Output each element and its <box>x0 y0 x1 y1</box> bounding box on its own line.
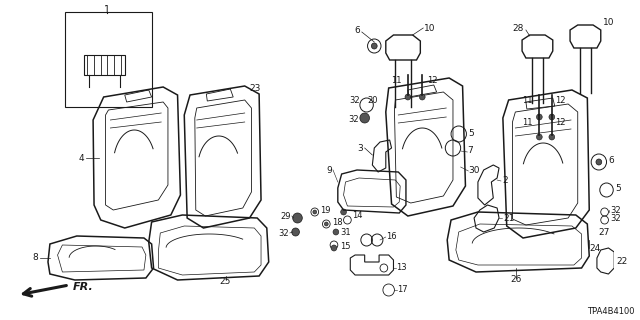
Text: 23: 23 <box>250 84 261 92</box>
Text: 5: 5 <box>615 183 621 193</box>
Text: 13: 13 <box>396 263 407 273</box>
Text: 10: 10 <box>424 23 436 33</box>
Text: 20: 20 <box>367 95 378 105</box>
Circle shape <box>313 210 317 214</box>
Text: 9: 9 <box>326 165 332 174</box>
Text: 29: 29 <box>280 212 291 220</box>
Text: 31: 31 <box>340 228 351 236</box>
Text: 32: 32 <box>611 205 621 214</box>
Circle shape <box>549 134 555 140</box>
Text: 2: 2 <box>502 175 508 185</box>
Text: 22: 22 <box>616 258 627 267</box>
Text: 1: 1 <box>104 5 111 15</box>
Text: 32: 32 <box>349 95 360 105</box>
Text: 5: 5 <box>468 129 474 138</box>
Text: 14: 14 <box>352 211 363 220</box>
Circle shape <box>419 94 425 100</box>
Text: 27: 27 <box>599 228 610 236</box>
Circle shape <box>536 134 542 140</box>
Text: 17: 17 <box>397 285 408 294</box>
Text: 4: 4 <box>79 154 84 163</box>
Text: 26: 26 <box>511 276 522 284</box>
Circle shape <box>333 229 339 235</box>
Text: 11: 11 <box>522 95 532 105</box>
Text: 32: 32 <box>348 115 359 124</box>
Text: 11: 11 <box>390 76 401 84</box>
Text: 12: 12 <box>427 76 438 84</box>
Text: 3: 3 <box>357 143 363 153</box>
Circle shape <box>405 94 411 100</box>
Text: FR.: FR. <box>73 282 93 292</box>
Text: 10: 10 <box>603 18 614 27</box>
Text: 28: 28 <box>513 23 524 33</box>
Circle shape <box>292 228 300 236</box>
Text: 16: 16 <box>386 231 396 241</box>
Circle shape <box>549 114 555 120</box>
Text: 12: 12 <box>555 117 565 126</box>
Text: 6: 6 <box>354 26 360 35</box>
Text: 19: 19 <box>321 205 331 214</box>
Text: 6: 6 <box>609 156 614 164</box>
Circle shape <box>360 113 369 123</box>
Text: 30: 30 <box>468 165 480 174</box>
Circle shape <box>331 245 337 251</box>
Circle shape <box>596 159 602 165</box>
Text: TPA4B4100: TPA4B4100 <box>588 308 635 316</box>
Bar <box>65 12 152 107</box>
Text: 8: 8 <box>33 253 38 262</box>
Circle shape <box>371 43 377 49</box>
Text: 24: 24 <box>589 244 600 252</box>
Text: 12: 12 <box>555 95 565 105</box>
Circle shape <box>324 222 328 226</box>
Text: 25: 25 <box>220 277 231 286</box>
Circle shape <box>340 209 346 215</box>
Circle shape <box>536 114 542 120</box>
Text: 21: 21 <box>503 213 515 222</box>
Text: 7: 7 <box>467 146 473 155</box>
Text: 32: 32 <box>611 213 621 222</box>
Circle shape <box>292 213 302 223</box>
Text: 32: 32 <box>278 228 289 237</box>
Text: 11: 11 <box>522 117 532 126</box>
Text: 18: 18 <box>332 218 342 227</box>
Text: 15: 15 <box>340 242 350 251</box>
